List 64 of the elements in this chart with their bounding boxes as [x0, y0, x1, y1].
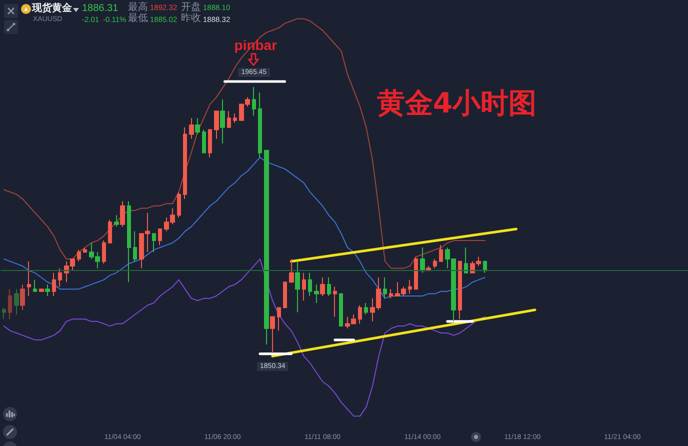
candlestick — [258, 92, 262, 158]
candlestick — [77, 249, 81, 262]
candlestick — [27, 260, 31, 297]
candlestick — [208, 129, 212, 158]
candlestick — [2, 307, 6, 320]
candlestick — [45, 284, 50, 297]
candlestick — [464, 246, 468, 274]
candlestick — [58, 268, 62, 288]
candlestick — [302, 272, 306, 302]
candlestick — [433, 258, 437, 269]
text: 1886.31 — [82, 2, 118, 14]
candlestick — [127, 200, 131, 283]
candlestick — [20, 284, 25, 310]
text: 开盘 — [181, 2, 201, 12]
candlestick — [308, 272, 312, 297]
candlestick — [152, 233, 156, 253]
candlestick — [227, 110, 231, 128]
candlestick — [158, 228, 162, 246]
candlestick — [183, 126, 187, 200]
candlestick — [133, 230, 137, 262]
candlestick — [277, 307, 281, 332]
candlestick — [8, 288, 12, 320]
candlestick — [33, 279, 37, 292]
candlestick — [339, 293, 343, 327]
candlestick — [177, 192, 181, 218]
candlestick — [483, 260, 487, 274]
text: 昨收 — [181, 13, 201, 24]
candlestick — [252, 86, 256, 116]
candlestick — [14, 288, 19, 315]
chart-subtitle: 现货黄金 — [32, 3, 72, 14]
candlestick — [270, 316, 275, 354]
text: 最高 — [128, 2, 148, 12]
candlestick — [289, 258, 294, 283]
candlestick — [333, 286, 337, 318]
candlestick — [120, 200, 125, 228]
candlestick — [327, 277, 331, 297]
candlestick — [295, 260, 300, 313]
candlestick — [320, 277, 325, 297]
candlestick — [458, 260, 462, 320]
candlestick — [364, 302, 368, 315]
chart-title: 黄金4小时图 — [376, 86, 536, 120]
candlestick — [358, 304, 362, 324]
candlestick — [214, 110, 219, 140]
candlestick — [220, 99, 225, 144]
candlestick — [420, 246, 425, 274]
text: 最低 — [128, 13, 148, 24]
candlestick — [439, 244, 443, 262]
candlestick — [264, 150, 269, 346]
candlestick — [314, 284, 319, 304]
candlestick — [408, 279, 412, 294]
candlestick — [83, 246, 87, 253]
candlestick — [283, 282, 287, 308]
candlestick — [383, 277, 387, 299]
candlestick — [108, 219, 112, 244]
candlestick — [114, 214, 119, 228]
candlestick — [202, 129, 206, 154]
candlestick — [414, 256, 418, 290]
candlestick — [189, 118, 194, 140]
candlestick — [52, 272, 56, 297]
candlestick — [233, 112, 237, 124]
candlestick — [389, 288, 393, 299]
candlestick — [39, 288, 44, 292]
candlestick — [102, 240, 106, 264]
candlestick — [195, 118, 200, 135]
